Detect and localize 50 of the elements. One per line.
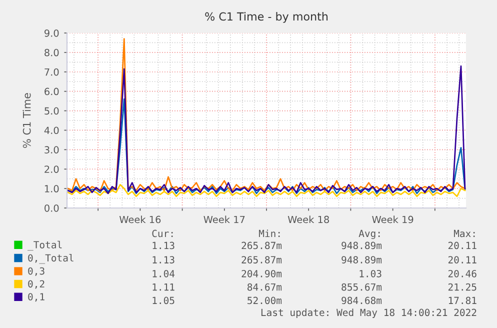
text: 1.03 bbox=[360, 270, 382, 278]
text: 21.25 bbox=[448, 283, 476, 291]
text: 20.46 bbox=[448, 270, 476, 278]
y-axis-title: % C1 Time bbox=[22, 93, 31, 148]
text: 1.13 bbox=[152, 242, 174, 250]
legend-label: 0,2 bbox=[28, 280, 44, 289]
x-tick-label: Week 19 bbox=[372, 216, 414, 224]
x-tick-label: Week 17 bbox=[204, 216, 245, 224]
legend-label: _Total bbox=[28, 240, 62, 251]
text: 948.89m bbox=[342, 256, 382, 264]
y-tick-label: 0.0 bbox=[44, 204, 59, 212]
text: Min: bbox=[258, 230, 280, 238]
y-tick-label: 2.0 bbox=[44, 166, 59, 173]
y-tick-label: 8.0 bbox=[44, 48, 59, 56]
legend-label: 0,3 bbox=[28, 267, 44, 276]
y-tick-label: 4.0 bbox=[44, 126, 59, 134]
y-tick-label: 1.0 bbox=[44, 185, 59, 192]
text: 265.87m bbox=[242, 256, 282, 264]
text: 84.67m bbox=[248, 283, 282, 291]
x-tick-label: Week 16 bbox=[119, 216, 161, 224]
y-tick-label: 6.0 bbox=[44, 88, 59, 96]
x-tick-label: Week 18 bbox=[288, 216, 329, 224]
text: 948.89m bbox=[342, 242, 382, 250]
text: 265.87m bbox=[242, 242, 282, 250]
text: Avg: bbox=[358, 230, 380, 240]
text: 20.11 bbox=[448, 256, 476, 264]
text: Max: bbox=[454, 230, 475, 238]
text: 1.05 bbox=[152, 296, 174, 304]
text: 52.00m bbox=[248, 296, 282, 304]
legend-label: 0,_Total bbox=[28, 254, 74, 264]
y-tick-label: 5.0 bbox=[44, 107, 59, 115]
text: 984.68m bbox=[342, 296, 382, 304]
legend-label: 0,1 bbox=[28, 293, 44, 302]
text: 204.90m bbox=[242, 270, 282, 278]
y-tick-label: 3.0 bbox=[44, 146, 59, 154]
line-series bbox=[67, 38, 466, 192]
y-tick-label: 9.0 bbox=[44, 29, 59, 37]
text: Last update: Wed May 18 14:00:21 2022 bbox=[261, 308, 476, 318]
line-series bbox=[67, 65, 466, 194]
text: 1.04 bbox=[152, 270, 175, 278]
line-series bbox=[67, 98, 466, 194]
text: 1.13 bbox=[152, 256, 174, 264]
line-series bbox=[67, 184, 466, 198]
text: 855.67m bbox=[342, 283, 382, 291]
chart-title: % C1 Time - by month bbox=[205, 12, 328, 23]
y-tick-label: 7.0 bbox=[44, 68, 59, 76]
text: 1.11 bbox=[152, 284, 174, 291]
text: 17.81 bbox=[448, 296, 476, 304]
text: Cur: bbox=[152, 230, 173, 238]
text: 20.11 bbox=[448, 242, 476, 250]
